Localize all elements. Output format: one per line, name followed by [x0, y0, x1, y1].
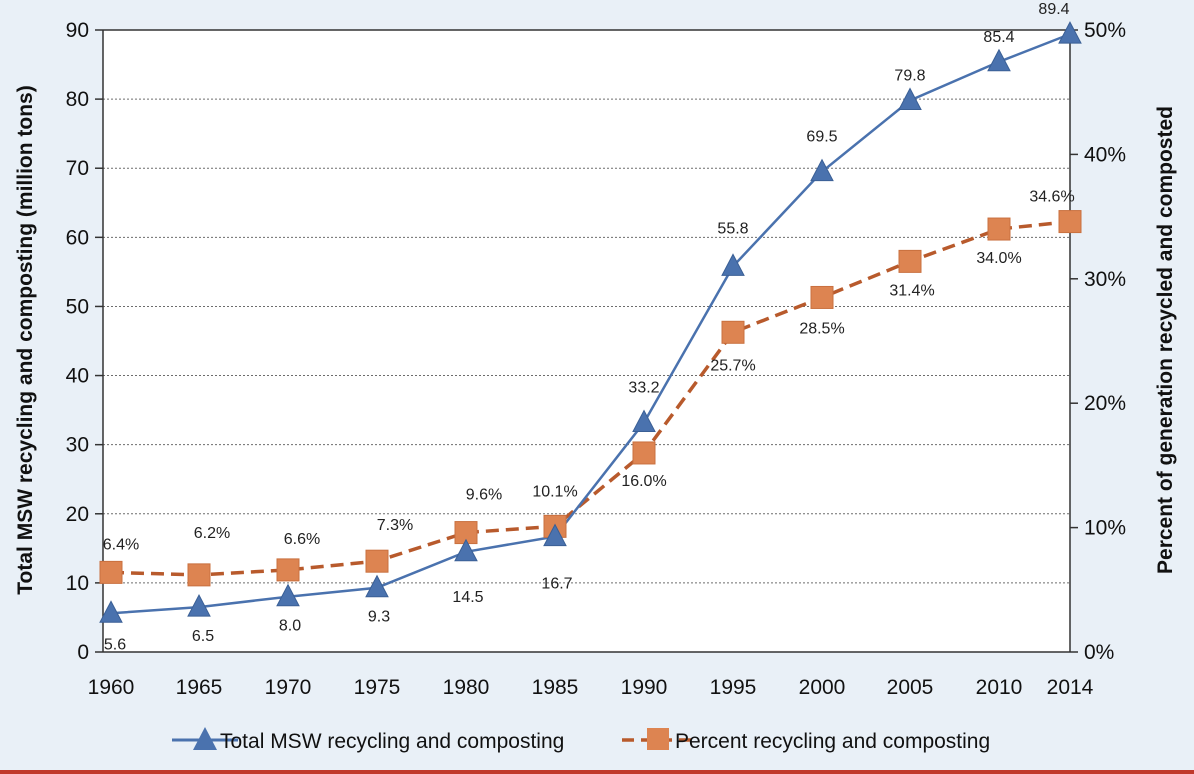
x-tick-label: 1965 [176, 676, 223, 699]
left-tick-label: 30 [66, 434, 89, 457]
x-tick-label: 2000 [799, 676, 846, 699]
total-msw-line [110, 32, 1071, 615]
percent-marker [276, 558, 300, 582]
total-msw-data-label: 9.3 [368, 609, 390, 626]
total-msw-marker [454, 538, 478, 562]
x-tick-label: 1970 [265, 676, 312, 699]
left-tick-label: 50 [66, 295, 89, 318]
bottom-border [0, 770, 1194, 774]
left-axis-title: Total MSW recycling and composting (mill… [14, 85, 37, 594]
right-tick-label: 10% [1084, 517, 1126, 540]
total-msw-marker [99, 600, 123, 623]
legend: Total MSW recycling and composting Percen… [172, 727, 990, 753]
total-msw-marker [543, 523, 567, 547]
percent-data-label: 6.2% [194, 525, 230, 542]
total-msw-data-label: 6.5 [192, 628, 214, 645]
plot-area [103, 30, 1070, 652]
right-tick-label: 40% [1084, 143, 1126, 166]
total-msw-marker [898, 87, 922, 110]
legend-total-msw-label: Total MSW recycling and composting [220, 730, 564, 753]
left-tick-label: 40 [66, 365, 89, 388]
axes: 0 10 20 30 40 50 60 70 80 90 0% 10% 20% 30% 40% 50% 1960… [66, 19, 1126, 699]
total-msw-data-label: 89.4 [1038, 1, 1069, 18]
percent-data-label: 16.0% [621, 473, 666, 490]
total-msw-data-label: 55.8 [717, 220, 748, 237]
left-tick-label: 20 [66, 503, 89, 526]
percent-marker [721, 320, 745, 344]
percent-marker [632, 441, 656, 465]
legend-percent-label: Percent recycling and composting [675, 730, 990, 753]
percent-data-label: 6.6% [284, 531, 320, 548]
total-msw-data-label: 16.7 [541, 576, 572, 593]
percent-marker [810, 285, 834, 309]
data-labels: 5.6 6.5 8.0 9.3 14.5 16.7 33.2 55.8 69.5 79.8 85.4… [103, 1, 1075, 653]
left-tick-label: 70 [66, 157, 89, 180]
x-tick-label: 2014 [1047, 676, 1094, 699]
percent-data-label: 10.1% [532, 483, 577, 500]
total-msw-data-label: 33.2 [628, 380, 659, 397]
total-msw-data-label: 69.5 [806, 129, 837, 146]
total-msw-marker [987, 48, 1011, 72]
percent-data-label: 9.6% [466, 487, 502, 504]
percent-data-label: 34.0% [976, 250, 1021, 267]
total-msw-data-label: 79.8 [894, 67, 925, 84]
percent-marker [987, 217, 1011, 241]
legend-percent-marker [647, 728, 669, 750]
right-tick-label: 20% [1084, 392, 1126, 415]
percent-marker [898, 249, 922, 273]
x-tick-label: 2010 [976, 676, 1023, 699]
total-msw-data-label: 14.5 [452, 589, 483, 606]
percent-marker [187, 563, 211, 587]
gridlines [103, 30, 1070, 652]
percent-marker [99, 560, 123, 584]
total-msw-marker [1058, 21, 1082, 44]
total-msw-marker [187, 594, 211, 617]
left-tick-label: 90 [66, 19, 89, 42]
right-axis-title: Percent of generation recycled and compo… [1154, 106, 1177, 574]
left-tick-label: 0 [77, 641, 89, 664]
x-tick-label: 1980 [443, 676, 490, 699]
series [99, 21, 1082, 623]
x-tick-label: 1960 [88, 676, 135, 699]
percent-data-label: 28.5% [799, 320, 844, 337]
total-msw-data-label: 8.0 [279, 618, 301, 635]
left-tick-label: 80 [66, 88, 89, 111]
percent-marker [1058, 210, 1082, 234]
percent-line [110, 219, 1071, 577]
x-tick-label: 1995 [710, 676, 757, 699]
right-tick-label: 50% [1084, 19, 1126, 42]
x-tick-label: 1975 [354, 676, 401, 699]
total-msw-data-label: 85.4 [983, 29, 1014, 46]
percent-data-label: 34.6% [1029, 189, 1074, 206]
x-tick-label: 1985 [532, 676, 579, 699]
total-msw-marker [721, 253, 745, 276]
percent-data-label: 7.3% [377, 517, 413, 534]
percent-data-label: 6.4% [103, 536, 139, 553]
percent-data-label: 31.4% [889, 282, 934, 299]
left-tick-label: 10 [66, 572, 89, 595]
total-msw-marker [276, 583, 300, 607]
total-msw-marker [632, 409, 656, 433]
right-tick-label: 0% [1084, 641, 1114, 664]
x-tick-label: 1990 [621, 676, 668, 699]
right-tick-label: 30% [1084, 268, 1126, 291]
total-msw-marker [365, 574, 389, 598]
left-tick-label: 60 [66, 226, 89, 249]
percent-marker [365, 549, 389, 573]
legend-total-msw-marker [193, 727, 217, 750]
total-msw-marker [810, 158, 834, 182]
total-msw-data-label: 5.6 [104, 636, 126, 653]
x-tick-label: 2005 [887, 676, 934, 699]
percent-data-label: 25.7% [710, 357, 755, 374]
